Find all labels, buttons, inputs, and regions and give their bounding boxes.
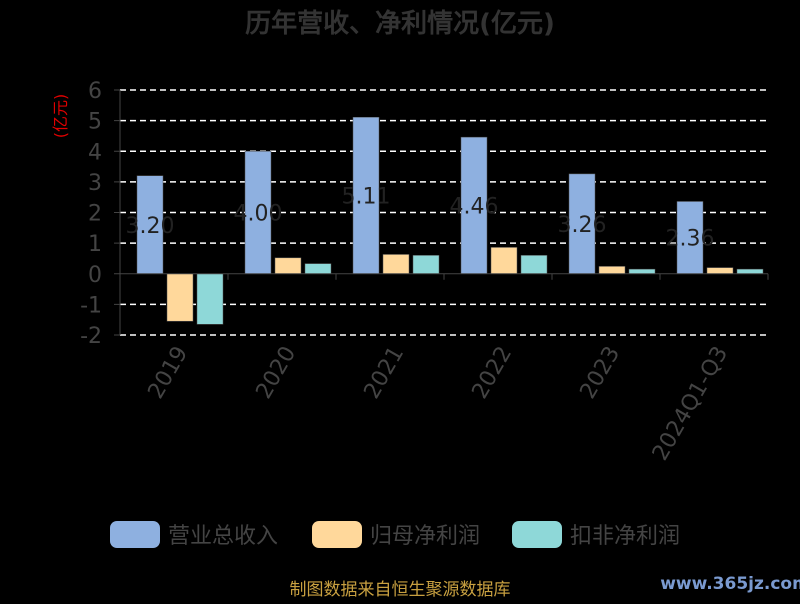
y-tick-label: -1 <box>80 293 102 318</box>
bars-layer <box>136 117 764 325</box>
x-tick-label: 2019 <box>144 342 194 403</box>
y-tick-label: 3 <box>88 171 102 196</box>
data-label: 4.00 <box>234 202 283 227</box>
bar <box>166 273 194 322</box>
y-tick-label: 2 <box>88 202 102 227</box>
footer-source: 制图数据来自恒生聚源数据库 <box>290 580 511 600</box>
data-label: 5.11 <box>342 185 391 210</box>
data-label: 3.26 <box>558 213 607 238</box>
bar <box>706 267 734 274</box>
bar <box>460 136 488 274</box>
bar <box>628 268 656 274</box>
x-tick-label: 2020 <box>252 342 302 403</box>
y-tick-label: 6 <box>88 79 102 104</box>
legend-swatch <box>312 521 362 548</box>
grid-layer <box>120 89 768 336</box>
y-tick-label: 1 <box>88 232 102 257</box>
bar <box>598 266 626 274</box>
data-label: 2.36 <box>666 227 715 252</box>
bar <box>274 257 302 275</box>
bar <box>352 117 380 274</box>
legend-swatch <box>512 521 562 548</box>
bar <box>382 254 410 275</box>
data-label: 3.20 <box>126 214 175 239</box>
bar <box>412 255 440 274</box>
y-axis-label: (亿元) <box>51 94 70 139</box>
y-tick-label: 5 <box>88 110 102 135</box>
bar <box>520 255 548 274</box>
bar <box>736 268 764 274</box>
bar <box>568 173 596 275</box>
data-labels-layer: 3.20 4.00 5.11 4.46 3.26 2.36 <box>126 185 715 252</box>
bar <box>304 263 332 274</box>
legend-label: 归母净利润 <box>370 524 480 549</box>
y-tick-label: 0 <box>88 263 102 288</box>
x-tick-label: 2021 <box>360 342 410 403</box>
y-tick-label: -2 <box>80 324 102 349</box>
legend-label: 扣非净利润 <box>570 524 680 549</box>
y-tick-label: 4 <box>88 140 102 165</box>
bar <box>490 247 518 275</box>
x-tick-label: 2023 <box>576 342 626 403</box>
watermark: www.365jz.com <box>660 574 800 594</box>
x-tick-label: 2022 <box>468 342 518 403</box>
chart-title: 历年营收、净利情况(亿元) <box>245 8 555 39</box>
x-tick-label: 2024Q1-Q3 <box>648 342 733 465</box>
legend-swatch <box>110 521 160 548</box>
data-label: 4.46 <box>450 194 499 219</box>
bar <box>136 175 164 274</box>
legend-label: 营业总收入 <box>168 524 278 549</box>
bar <box>196 273 224 325</box>
bar <box>676 201 704 275</box>
legend: 营业总收入 归母净利润 扣非净利润 <box>110 521 680 549</box>
